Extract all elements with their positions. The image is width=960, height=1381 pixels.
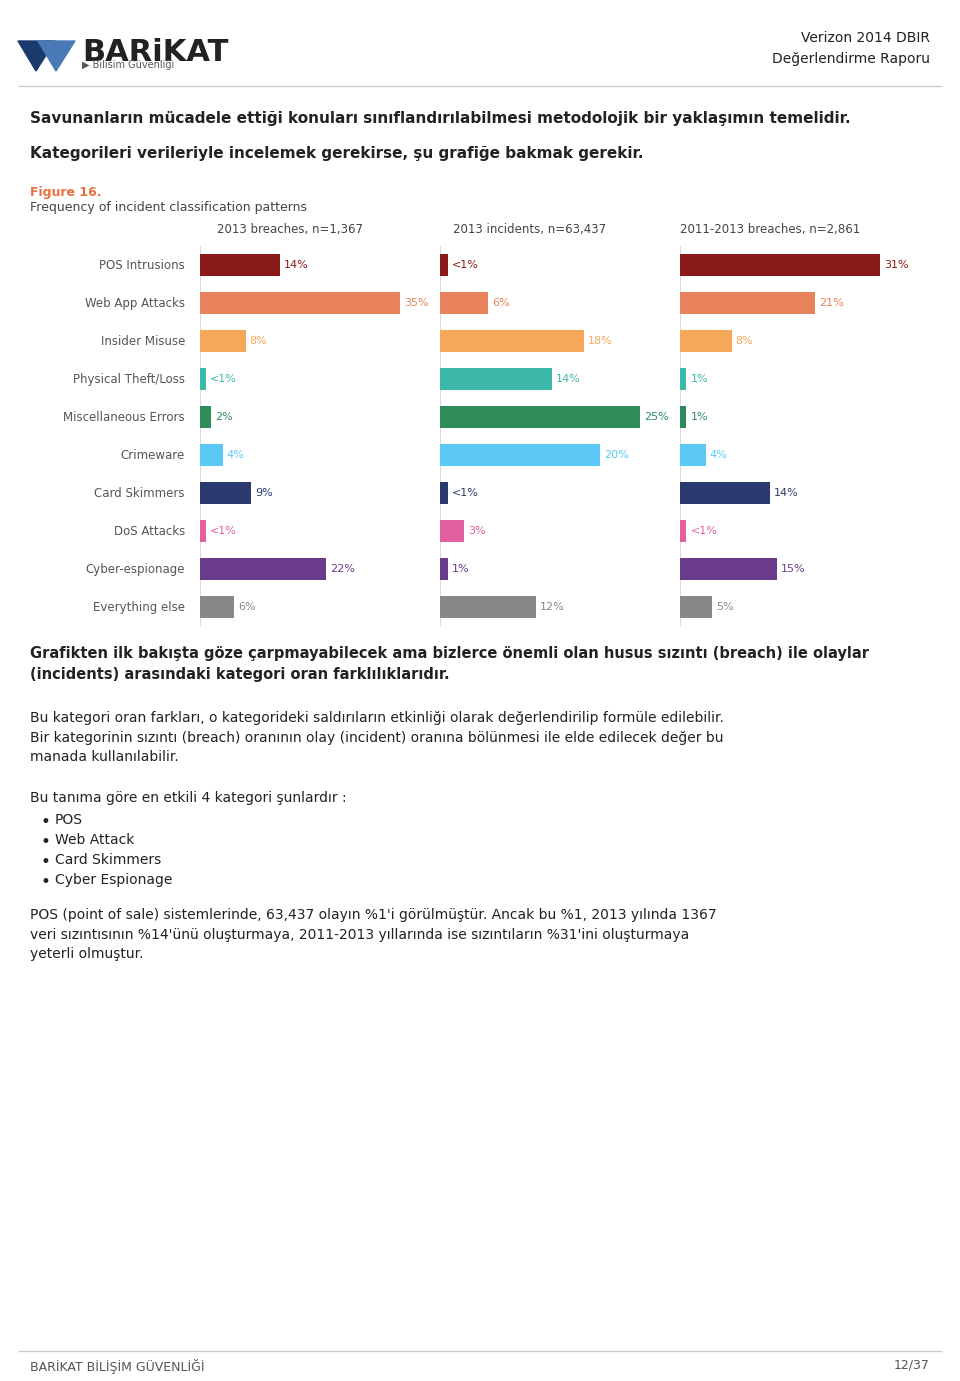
Text: 15%: 15% [780,563,805,574]
Text: 8%: 8% [250,336,268,347]
FancyBboxPatch shape [680,406,686,428]
Text: Cyber-espionage: Cyber-espionage [85,562,185,576]
Text: POS Intrusions: POS Intrusions [99,258,185,272]
Text: Card Skimmers: Card Skimmers [94,486,185,500]
Text: <1%: <1% [690,526,717,536]
Text: 14%: 14% [556,374,581,384]
Text: Crimeware: Crimeware [121,449,185,461]
Text: 2013 breaches, n=1,367: 2013 breaches, n=1,367 [217,222,363,236]
Text: Web Attack: Web Attack [55,833,134,847]
FancyBboxPatch shape [200,367,205,389]
Text: 35%: 35% [404,298,428,308]
FancyBboxPatch shape [440,406,640,428]
Text: •: • [40,813,50,831]
FancyBboxPatch shape [440,330,584,352]
Text: Miscellaneous Errors: Miscellaneous Errors [63,410,185,424]
Text: <1%: <1% [452,487,479,499]
Polygon shape [38,41,75,70]
Text: 4%: 4% [709,450,728,460]
Text: 5%: 5% [716,602,733,612]
Text: Grafikten ilk bakışta göze çarpmayabilecek ama bizlerce önemli olan husus sızınt: Grafikten ilk bakışta göze çarpmayabilec… [30,646,869,682]
Text: BARiKAT: BARiKAT [82,39,228,68]
Text: 20%: 20% [604,450,629,460]
FancyBboxPatch shape [440,445,600,465]
Text: Kategorileri verileriyle incelemek gerekirse, şu grafiğe bakmak gerekir.: Kategorileri verileriyle incelemek gerek… [30,146,643,162]
Text: 2011-2013 breaches, n=2,861: 2011-2013 breaches, n=2,861 [680,222,860,236]
Text: Physical Theft/Loss: Physical Theft/Loss [73,373,185,385]
FancyBboxPatch shape [680,291,815,313]
FancyBboxPatch shape [200,482,252,504]
Text: 3%: 3% [468,526,486,536]
FancyBboxPatch shape [440,254,448,276]
Text: Everything else: Everything else [93,601,185,613]
Text: <1%: <1% [452,260,479,271]
Text: 21%: 21% [820,298,844,308]
FancyBboxPatch shape [200,254,280,276]
FancyBboxPatch shape [440,558,448,580]
Text: DoS Attacks: DoS Attacks [113,525,185,537]
FancyBboxPatch shape [440,367,552,389]
Text: 2013 incidents, n=63,437: 2013 incidents, n=63,437 [453,222,607,236]
Text: 12%: 12% [540,602,564,612]
FancyBboxPatch shape [200,330,246,352]
Text: <1%: <1% [209,374,236,384]
FancyBboxPatch shape [440,597,536,619]
FancyBboxPatch shape [680,367,686,389]
Text: •: • [40,833,50,851]
Text: 8%: 8% [735,336,754,347]
Text: •: • [40,873,50,891]
Text: Cyber Espionage: Cyber Espionage [55,873,173,887]
FancyBboxPatch shape [200,521,205,541]
Text: 14%: 14% [284,260,309,271]
Text: 22%: 22% [329,563,354,574]
Text: POS (point of sale) sistemlerinde, 63,437 olayın %1'i görülmüştür. Ancak bu %1, : POS (point of sale) sistemlerinde, 63,43… [30,907,716,961]
Text: 31%: 31% [884,260,908,271]
FancyBboxPatch shape [680,445,706,465]
Text: 14%: 14% [775,487,799,499]
Text: 6%: 6% [492,298,510,308]
Text: 1%: 1% [690,374,708,384]
Text: •: • [40,853,50,871]
Text: 1%: 1% [452,563,469,574]
Text: 1%: 1% [690,412,708,423]
FancyBboxPatch shape [680,558,777,580]
Text: 9%: 9% [255,487,274,499]
FancyBboxPatch shape [680,330,732,352]
Text: 18%: 18% [588,336,612,347]
FancyBboxPatch shape [680,482,770,504]
Text: BARİKAT BİLİŞİM GÜVENLİĞİ: BARİKAT BİLİŞİM GÜVENLİĞİ [30,1359,204,1374]
Text: Insider Misuse: Insider Misuse [101,334,185,348]
Text: Web App Attacks: Web App Attacks [85,297,185,309]
FancyBboxPatch shape [440,291,488,313]
FancyBboxPatch shape [200,445,223,465]
Text: POS: POS [55,813,83,827]
Text: ▶ Bilisim Güvenliği: ▶ Bilisim Güvenliği [82,59,175,69]
FancyBboxPatch shape [200,558,325,580]
Text: Verizon 2014 DBIR
Değerlendirme Raporu: Verizon 2014 DBIR Değerlendirme Raporu [772,30,930,66]
FancyBboxPatch shape [440,482,448,504]
Text: Bu kategori oran farkları, o kategorideki saldırıların etkinliği olarak değerlen: Bu kategori oran farkları, o kategoridek… [30,711,724,764]
FancyBboxPatch shape [680,521,686,541]
Text: 6%: 6% [238,602,256,612]
Polygon shape [18,41,55,70]
Text: <1%: <1% [209,526,236,536]
FancyBboxPatch shape [680,597,712,619]
Text: Figure 16.: Figure 16. [30,186,102,199]
FancyBboxPatch shape [440,521,464,541]
FancyBboxPatch shape [200,406,211,428]
Text: Frequency of incident classification patterns: Frequency of incident classification pat… [30,202,307,214]
Text: 12/37: 12/37 [894,1359,930,1371]
Text: Savunanların mücadele ettiği konuları sınıflandırılabilmesi metodolojik bir yakl: Savunanların mücadele ettiği konuları sı… [30,110,851,126]
FancyBboxPatch shape [680,254,880,276]
Text: Card Skimmers: Card Skimmers [55,853,161,867]
FancyBboxPatch shape [200,597,234,619]
FancyBboxPatch shape [200,291,400,313]
Text: Bu tanıma göre en etkili 4 kategori şunlardır :: Bu tanıma göre en etkili 4 kategori şunl… [30,791,347,805]
Text: 4%: 4% [227,450,245,460]
Text: 25%: 25% [644,412,669,423]
Text: 2%: 2% [215,412,233,423]
